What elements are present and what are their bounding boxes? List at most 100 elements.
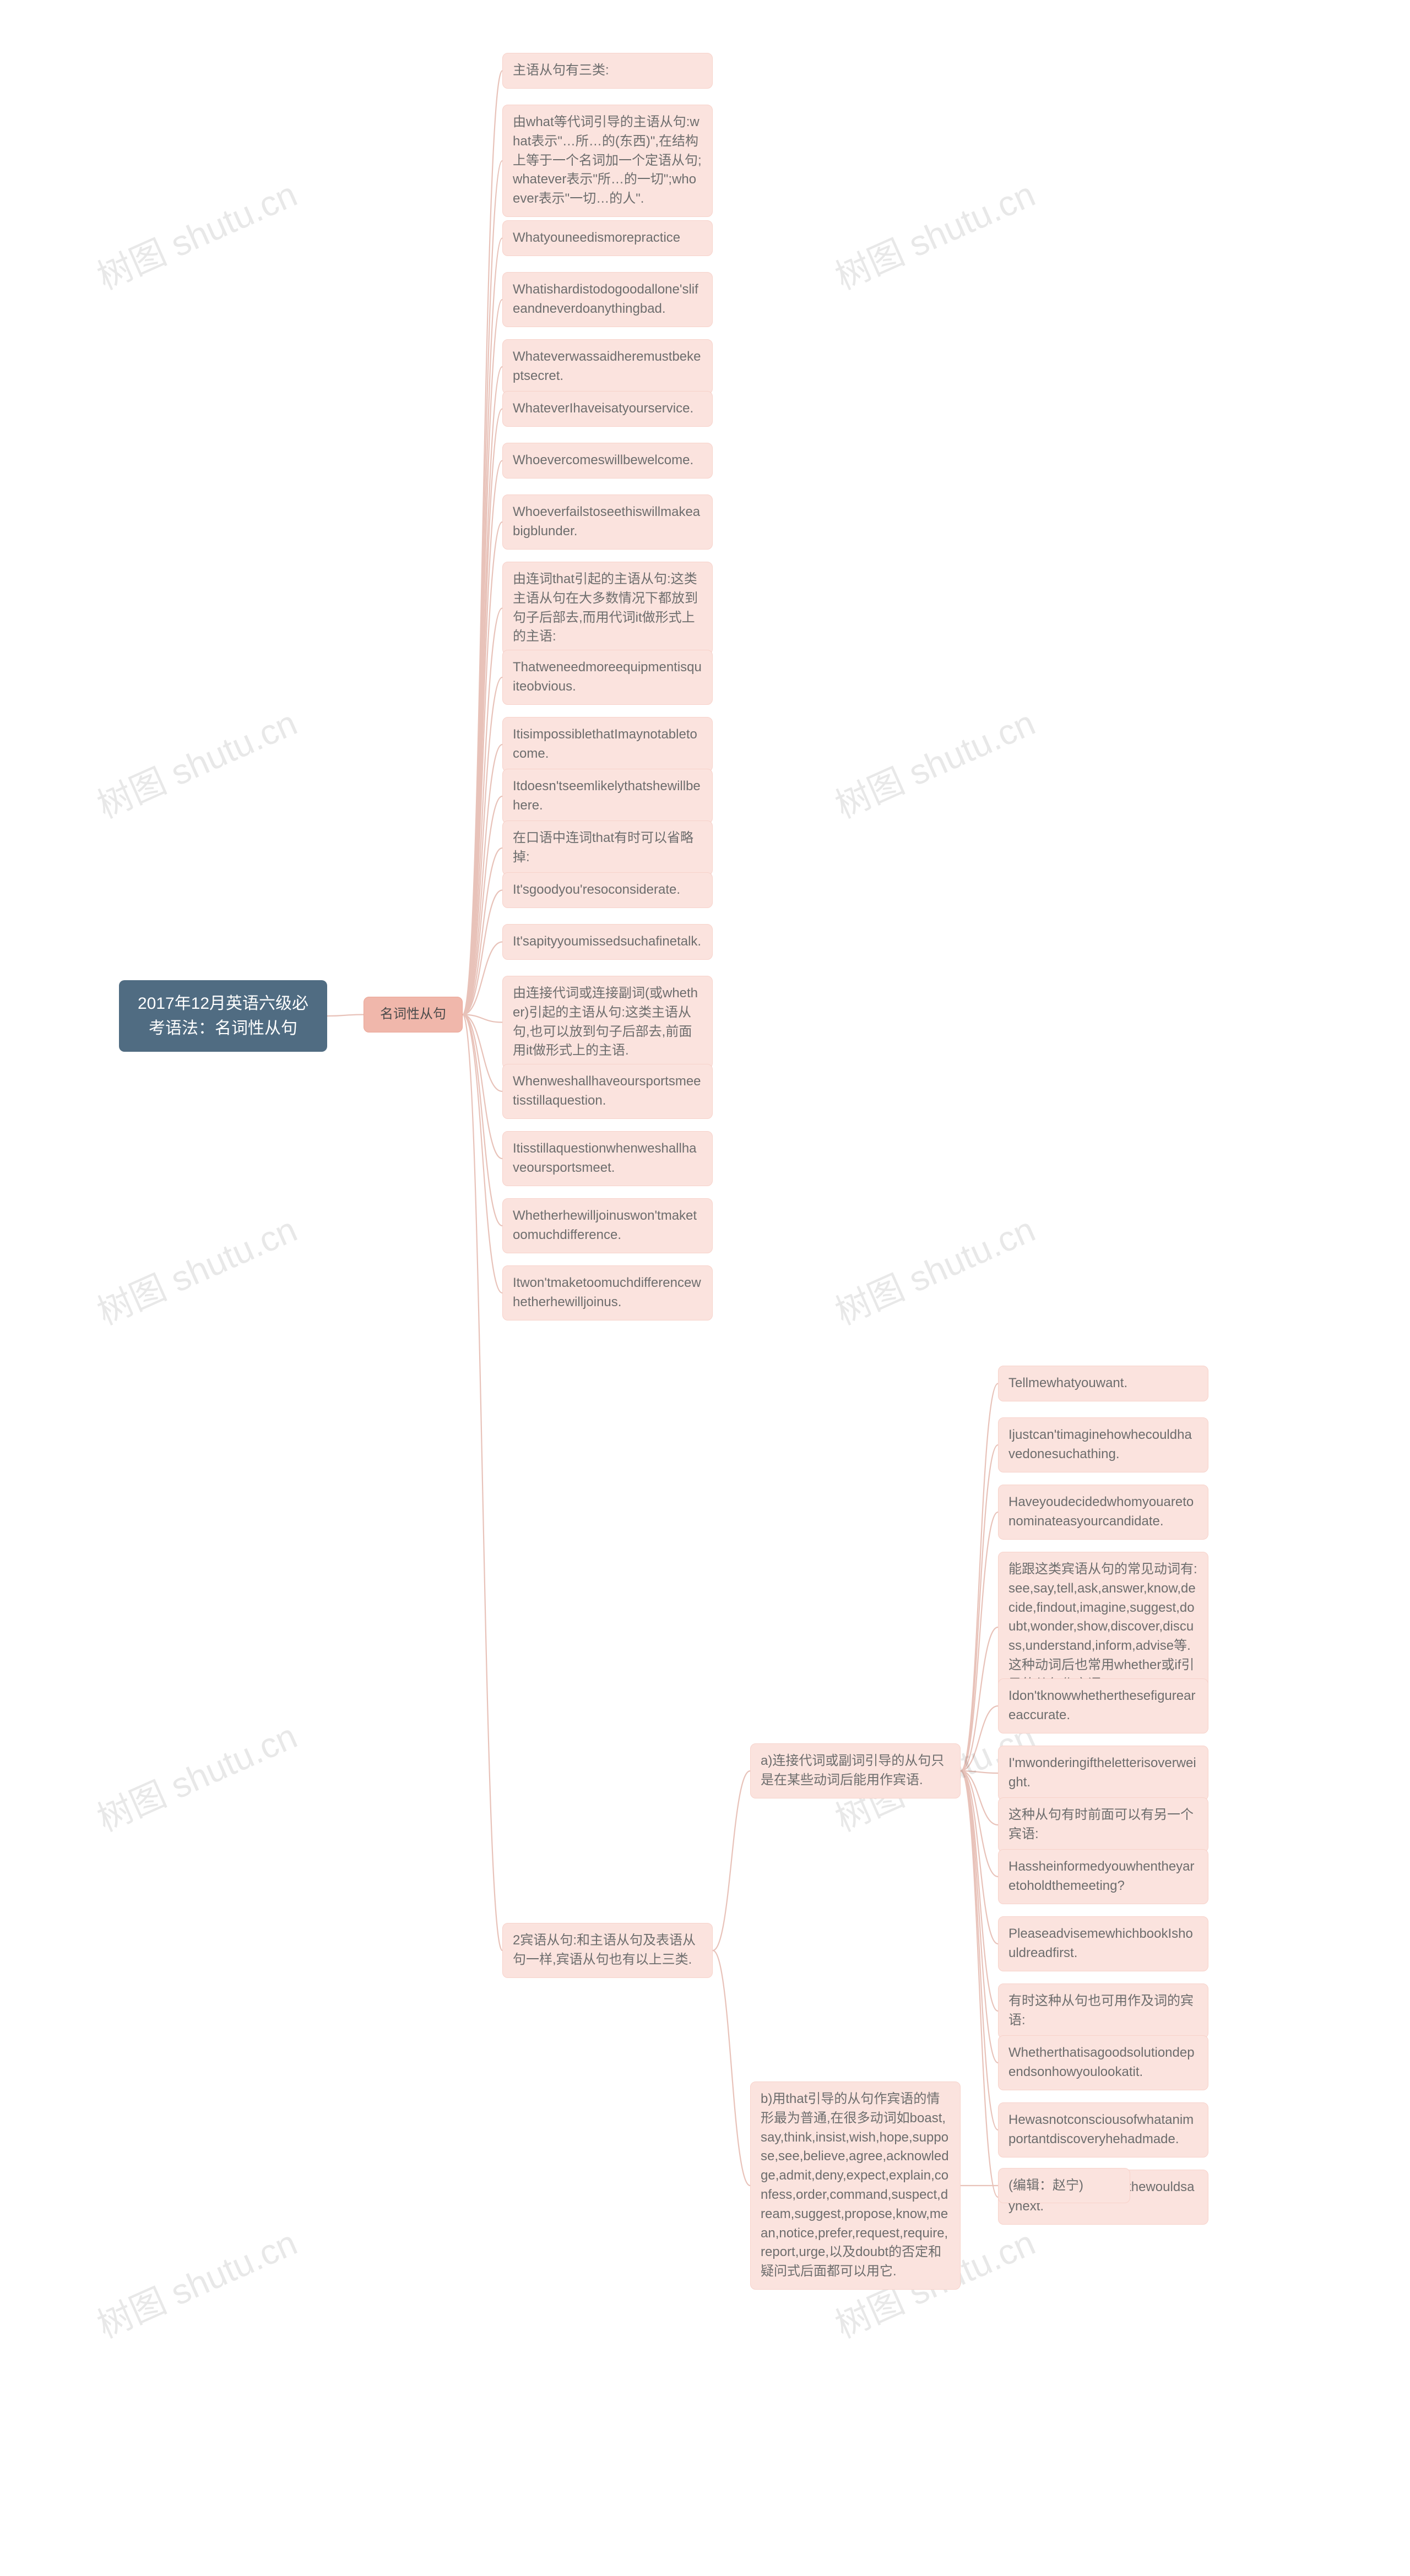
node-l14[interactable]: It'sgoodyou'resoconsiderate. — [502, 872, 713, 908]
connector — [463, 1015, 502, 1023]
node-a8[interactable]: Hassheinformedyouwhentheyaretoholdthemee… — [998, 1849, 1208, 1904]
connector — [463, 238, 502, 1015]
watermark: 树图 shutu.cn — [88, 166, 304, 300]
node-label: a)连接代词或副词引导的从句只是在某些动词后能用作宾语. — [761, 1752, 950, 1790]
node-a3[interactable]: Haveyoudecidedwhomyouaretonominateasyour… — [998, 1485, 1208, 1540]
node-l13[interactable]: 在口语中连词that有时可以省略掉: — [502, 820, 713, 876]
node-label: Whateverwassaidheremustbekeptsecret. — [513, 347, 702, 386]
connector — [961, 1512, 998, 1771]
node-l12[interactable]: Itdoesn'tseemlikelythatshewillbehere. — [502, 769, 713, 824]
connector — [463, 300, 502, 1015]
node-branch1[interactable]: 名词性从句 — [364, 997, 463, 1032]
node-label: 2017年12月英语六级必考语法：名词性从句 — [131, 991, 315, 1041]
node-a9[interactable]: PleaseadvisemewhichbookIshouldreadfirst. — [998, 1916, 1208, 1971]
node-a11[interactable]: Whetherthatisagoodsolutiondependsonhowyo… — [998, 2035, 1208, 2090]
node-l9[interactable]: 由连词that引起的主语从句:这类主语从句在大多数情况下都放到句子后部去,而用代… — [502, 562, 713, 655]
node-label: Hewasnotconsciousofwhatanimportantdiscov… — [1008, 2111, 1198, 2149]
node-l20[interactable]: Itwon'tmaketoomuchdifferencewhetherhewil… — [502, 1265, 713, 1320]
connector — [463, 161, 502, 1015]
connector — [463, 1015, 502, 1951]
node-a12[interactable]: Hewasnotconsciousofwhatanimportantdiscov… — [998, 2102, 1208, 2157]
connector — [961, 1771, 998, 1877]
node-l4[interactable]: Whatishardistodogoodallone'slifeandnever… — [502, 272, 713, 327]
connector — [327, 1015, 364, 1017]
node-b1[interactable]: (编辑：赵宁) — [998, 2168, 1130, 2204]
connector — [463, 367, 502, 1015]
connector — [463, 796, 502, 1015]
connector — [463, 942, 502, 1015]
connector — [961, 1771, 998, 2011]
node-label: b)用that引导的从句作宾语的情形最为普通,在很多动词如boast,say,t… — [761, 2090, 950, 2281]
connector — [463, 1015, 502, 1226]
node-a6[interactable]: I'mwonderingiftheletterisoverweight. — [998, 1746, 1208, 1801]
node-l7[interactable]: Whoevercomeswillbewelcome. — [502, 443, 713, 479]
connector — [463, 71, 502, 1015]
node-label: 由what等代词引导的主语从句:what表示"…所…的(东西)",在结构上等于一… — [513, 113, 702, 209]
node-l8[interactable]: Whoeverfailstoseethiswillmakeabigblunder… — [502, 494, 713, 550]
node-label: Whatyouneedismorepractice — [513, 229, 680, 248]
node-l2[interactable]: 由what等代词引导的主语从句:what表示"…所…的(东西)",在结构上等于一… — [502, 105, 713, 217]
node-a10[interactable]: 有时这种从句也可用作及词的宾语: — [998, 1983, 1208, 2039]
node-root[interactable]: 2017年12月英语六级必考语法：名词性从句 — [119, 980, 327, 1052]
node-label: Itdoesn'tseemlikelythatshewillbehere. — [513, 777, 702, 816]
connector — [463, 1015, 502, 1294]
node-label: Whetherhewilljoinuswon'tmaketoomuchdiffe… — [513, 1207, 702, 1245]
node-label: 名词性从句 — [380, 1005, 446, 1024]
node-label: (编辑：赵宁) — [1008, 2176, 1083, 2195]
connector — [463, 522, 502, 1015]
watermark: 树图 shutu.cn — [88, 1708, 304, 1841]
node-label: Haveyoudecidedwhomyouaretonominateasyour… — [1008, 1493, 1198, 1531]
node-label: Idon'tknowwhetherthesefigureareaccurate. — [1008, 1687, 1198, 1725]
node-a7[interactable]: 这种从句有时前面可以有另一个宾语: — [998, 1797, 1208, 1852]
node-label: 在口语中连词that有时可以省略掉: — [513, 829, 702, 867]
node-label: WhateverIhaveisatyourservice. — [513, 399, 693, 419]
node-l10[interactable]: Thatweneedmoreequipmentisquiteobvious. — [502, 650, 713, 705]
node-l15[interactable]: It'sapityyoumissedsuchafinetalk. — [502, 924, 713, 960]
connector — [463, 677, 502, 1015]
connector — [463, 409, 502, 1015]
connector — [463, 1015, 502, 1159]
node-label: Hassheinformedyouwhentheyaretoholdthemee… — [1008, 1857, 1198, 1896]
connector — [713, 1950, 750, 2186]
node-l1[interactable]: 主语从句有三类: — [502, 53, 713, 89]
node-l16[interactable]: 由连接代词或连接副词(或whether)引起的主语从句:这类主语从句,也可以放到… — [502, 976, 713, 1069]
connector — [961, 1771, 998, 2130]
node-sub_b[interactable]: b)用that引导的从句作宾语的情形最为普通,在很多动词如boast,say,t… — [750, 2082, 961, 2290]
node-label: Whoeverfailstoseethiswillmakeabigblunder… — [513, 503, 702, 541]
node-label: PleaseadvisemewhichbookIshouldreadfirst. — [1008, 1925, 1198, 1963]
connector — [961, 1771, 998, 1944]
connector — [961, 1771, 998, 2197]
node-label: ItisimpossiblethatImaynotabletocome. — [513, 725, 702, 764]
node-label: 主语从句有三类: — [513, 61, 609, 80]
connector — [961, 1771, 998, 1773]
node-label: 2宾语从句:和主语从句及表语从句一样,宾语从句也有以上三类. — [513, 1931, 702, 1970]
node-a2[interactable]: Ijustcan'timaginehowhecouldhavedonesucha… — [998, 1417, 1208, 1472]
node-l5[interactable]: Whateverwassaidheremustbekeptsecret. — [502, 339, 713, 394]
node-l19[interactable]: Whetherhewilljoinuswon'tmaketoomuchdiffe… — [502, 1198, 713, 1253]
watermark: 树图 shutu.cn — [826, 166, 1042, 300]
node-l6[interactable]: WhateverIhaveisatyourservice. — [502, 391, 713, 427]
connector — [961, 1771, 998, 1825]
node-sub_a[interactable]: a)连接代词或副词引导的从句只是在某些动词后能用作宾语. — [750, 1743, 961, 1798]
node-a1[interactable]: Tellmewhatyouwant. — [998, 1366, 1208, 1401]
node-l3[interactable]: Whatyouneedismorepractice — [502, 220, 713, 256]
node-label: I'mwonderingiftheletterisoverweight. — [1008, 1754, 1198, 1792]
node-label: Whetherthatisagoodsolutiondependsonhowyo… — [1008, 2044, 1198, 2082]
connector — [463, 608, 502, 1015]
connector — [713, 1771, 750, 1950]
node-l21[interactable]: 2宾语从句:和主语从句及表语从句一样,宾语从句也有以上三类. — [502, 1923, 713, 1978]
node-label: Tellmewhatyouwant. — [1008, 1374, 1127, 1393]
connector — [961, 1706, 998, 1771]
node-label: Itwon'tmaketoomuchdifferencewhetherhewil… — [513, 1274, 702, 1312]
node-label: It'sapityyoumissedsuchafinetalk. — [513, 932, 701, 952]
node-a5[interactable]: Idon'tknowwhetherthesefigureareaccurate. — [998, 1678, 1208, 1733]
node-label: Itisstillaquestionwhenweshallhaveourspor… — [513, 1139, 702, 1178]
node-l11[interactable]: ItisimpossiblethatImaynotabletocome. — [502, 717, 713, 772]
node-l17[interactable]: Whenweshallhaveoursportsmeetisstillaques… — [502, 1064, 713, 1119]
connector — [961, 1627, 998, 1771]
connector — [961, 1445, 998, 1771]
node-label: 这种从句有时前面可以有另一个宾语: — [1008, 1806, 1198, 1844]
node-label: Thatweneedmoreequipmentisquiteobvious. — [513, 658, 702, 697]
watermark: 树图 shutu.cn — [88, 1202, 304, 1335]
node-l18[interactable]: Itisstillaquestionwhenweshallhaveourspor… — [502, 1131, 713, 1186]
